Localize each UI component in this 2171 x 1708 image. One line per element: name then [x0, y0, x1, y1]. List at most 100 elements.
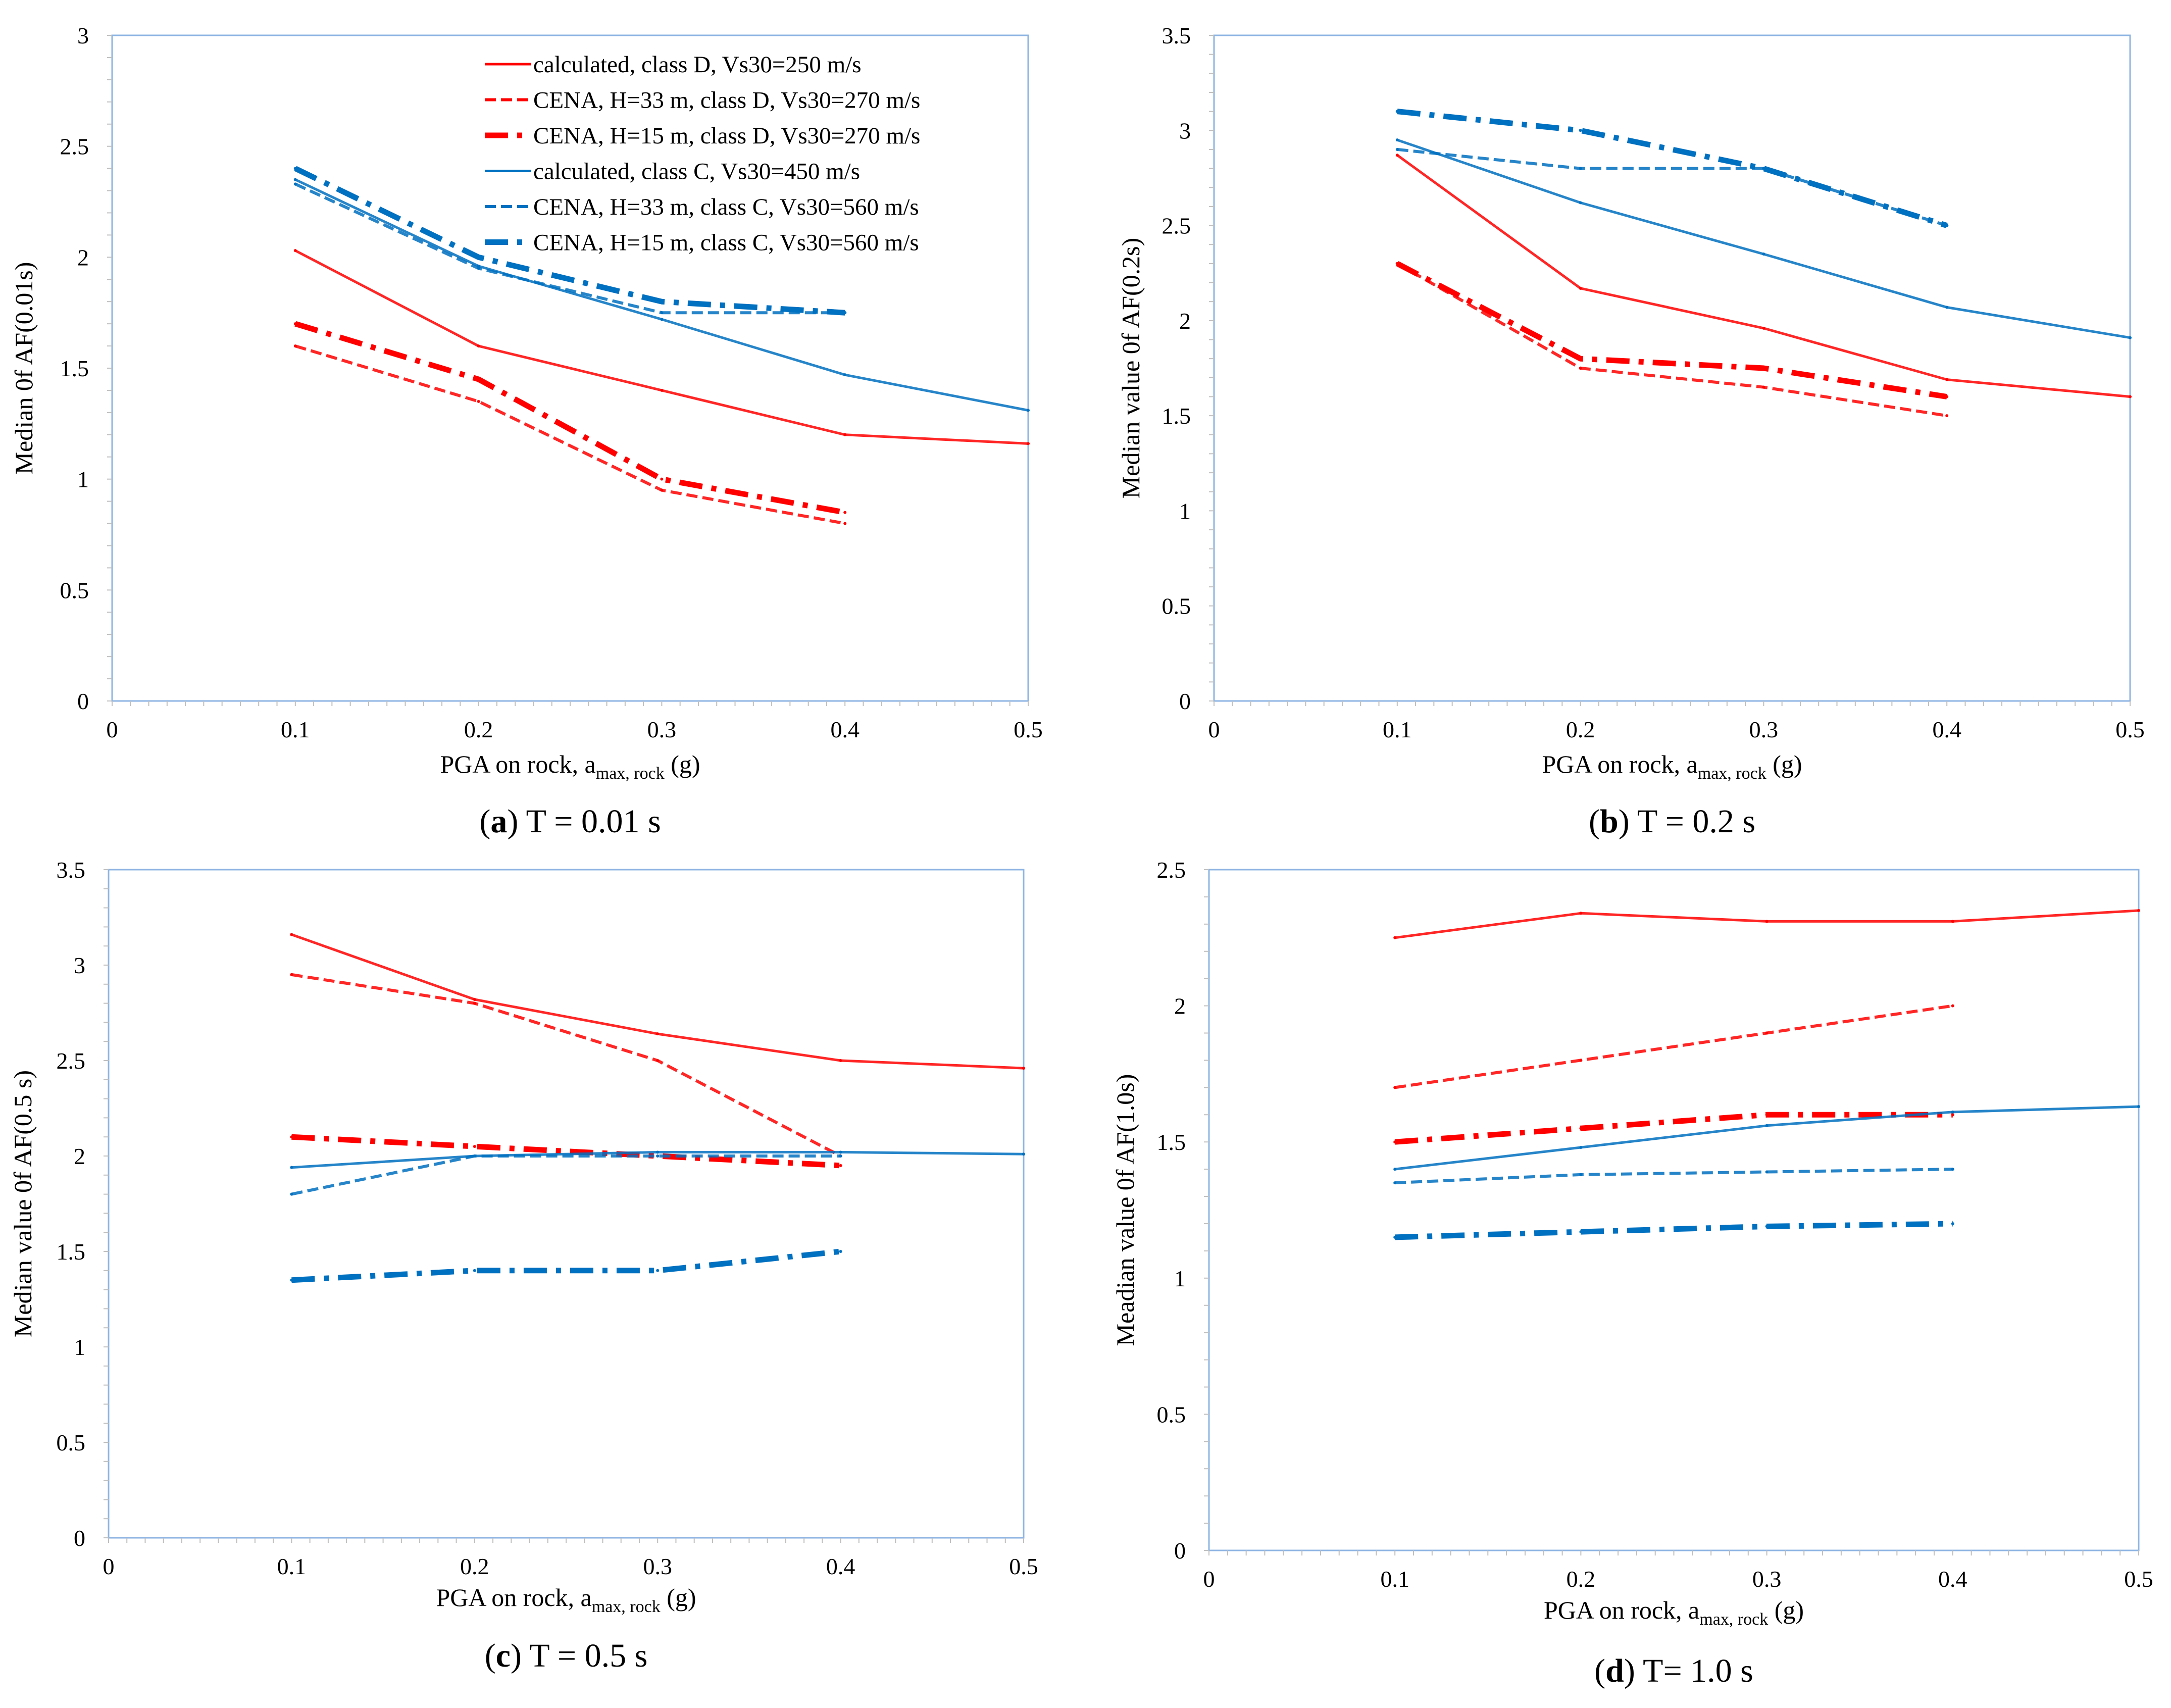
- data-point: [1393, 1086, 1397, 1089]
- data-point: [1579, 367, 1582, 370]
- data-point: [843, 311, 847, 315]
- series-line-red-dashdot: [1394, 1112, 1953, 1145]
- y-tick-label: 3: [77, 23, 89, 48]
- y-tick-label: 0.5: [1157, 1401, 1186, 1427]
- chart-panel-c: 0 0.1 0.2 0.3 0.4 0.5 0 0.5 1 1.5 2 2.5 3 3.5 PGA on r…: [9, 857, 1038, 1674]
- data-point: [1579, 286, 1582, 290]
- panel-caption: (b) T = 0.2 s: [1589, 803, 1755, 840]
- y-tick-label: 1.5: [1162, 403, 1191, 429]
- y-tick-label: 1.5: [1157, 1129, 1186, 1155]
- data-point: [1951, 1113, 1954, 1117]
- data-point: [1393, 1235, 1397, 1239]
- panel-caption: (a) T = 0.01 s: [479, 803, 661, 840]
- data-point: [839, 1154, 842, 1158]
- data-point: [839, 1164, 842, 1167]
- x-axis-label: PGA on rock, amax, rock (g): [1544, 1596, 1804, 1629]
- y-tick-label: 1: [1174, 1266, 1186, 1291]
- y-tick-label: 2: [77, 244, 89, 270]
- x-tick-label: 0.1: [281, 717, 310, 742]
- data-point: [656, 1269, 660, 1272]
- x-tick-label: 0.4: [1932, 717, 1961, 742]
- series-line-red-calc: [1394, 909, 2139, 939]
- data-point: [656, 1032, 660, 1036]
- y-tick-label: 0.5: [60, 577, 89, 603]
- data-point: [843, 433, 847, 436]
- data-point: [1022, 1152, 1025, 1156]
- legend-entry: CENA, H=15 m, class C, Vs30=560 m/s: [533, 230, 919, 256]
- y-axis-label: Median value 0f AF(0.2s): [1117, 238, 1145, 499]
- x-tick-label: 0.3: [647, 717, 677, 742]
- y-tick-label: 1.5: [60, 356, 89, 381]
- data-point: [1579, 912, 1583, 915]
- data-point: [1765, 920, 1769, 923]
- data-point: [1951, 1168, 1954, 1171]
- x-axis-label: PGA on rock, amax, rock (g): [436, 1583, 696, 1616]
- legend: calculated, class D, Vs30=250 m/s CENA, H…: [485, 52, 920, 256]
- y-tick-label: 2: [74, 1143, 85, 1169]
- data-point: [1393, 936, 1397, 939]
- data-point: [1945, 306, 1949, 309]
- y-tick-label: 2.5: [60, 134, 89, 160]
- y-tick-label: 0: [77, 688, 89, 714]
- x-tick-label: 0.1: [1380, 1566, 1409, 1592]
- x-tick-label: 0.5: [2124, 1566, 2153, 1592]
- data-point: [2129, 395, 2132, 398]
- panel-caption: (c) T = 0.5 s: [485, 1637, 648, 1674]
- x-axis-label: PGA on rock, amax, rock (g): [1542, 750, 1802, 783]
- data-point: [293, 322, 297, 326]
- x-tick-label: 0.1: [1383, 717, 1412, 742]
- series-line-red-dash: [1394, 1004, 1953, 1089]
- data-point: [290, 933, 293, 936]
- x-tick-label: 0.5: [1009, 1553, 1038, 1579]
- data-point: [656, 1150, 660, 1154]
- data-point: [1395, 262, 1399, 265]
- data-point: [660, 311, 664, 315]
- data-point: [1765, 1113, 1769, 1117]
- y-tick-label: 3: [1179, 118, 1191, 143]
- y-tick-label: 0: [74, 1525, 85, 1551]
- data-point: [1765, 1225, 1769, 1228]
- data-point: [477, 344, 480, 348]
- data-point: [1022, 1067, 1025, 1070]
- data-point: [293, 249, 297, 253]
- data-point: [1579, 129, 1582, 132]
- legend-entry: calculated, class C, Vs30=450 m/s: [533, 159, 860, 185]
- y-tick-label: 1: [1179, 498, 1191, 524]
- chart-panel-a: 0 0.1 0.2 0.3 0.4 0.5 0 0.5 1 1.5 2 2.5 3 PGA on rock…: [10, 23, 1043, 840]
- data-point: [293, 178, 297, 181]
- x-tick-label: 0.3: [1749, 717, 1779, 742]
- data-point: [656, 1059, 660, 1062]
- data-point: [293, 167, 297, 170]
- legend-entry: calculated, class D, Vs30=250 m/s: [533, 52, 862, 78]
- data-point: [1579, 1059, 1583, 1062]
- y-tick-label: 0: [1179, 688, 1191, 714]
- data-point: [1765, 1170, 1769, 1174]
- data-point: [473, 1145, 476, 1148]
- data-point: [1395, 138, 1399, 142]
- series-line-red-dashdot: [294, 321, 846, 516]
- y-tick-label: 1: [74, 1334, 85, 1360]
- data-point: [843, 511, 847, 514]
- data-point: [473, 1154, 476, 1158]
- data-point: [1579, 167, 1582, 170]
- data-point: [290, 973, 293, 976]
- y-tick-label: 1: [77, 467, 89, 492]
- plot-area: [108, 869, 1025, 1539]
- data-point: [1951, 1004, 1954, 1008]
- y-tick-label: 2: [1179, 308, 1191, 334]
- series-line-red-dash: [294, 344, 845, 525]
- data-point: [839, 1059, 842, 1062]
- data-point: [477, 377, 480, 381]
- data-point: [1395, 154, 1399, 157]
- data-point: [1762, 167, 1765, 170]
- data-point: [1945, 378, 1949, 381]
- series-line-red-dashdot: [1396, 261, 1948, 399]
- data-point: [477, 267, 480, 270]
- data-point: [1762, 326, 1765, 330]
- x-tick-label: 0.4: [826, 1553, 855, 1579]
- y-tick-label: 3.5: [1162, 23, 1191, 48]
- y-tick-label: 2: [1174, 993, 1186, 1019]
- data-point: [290, 1135, 293, 1139]
- x-tick-label: 0.5: [1014, 717, 1043, 742]
- x-tick-label: 0.3: [643, 1553, 672, 1579]
